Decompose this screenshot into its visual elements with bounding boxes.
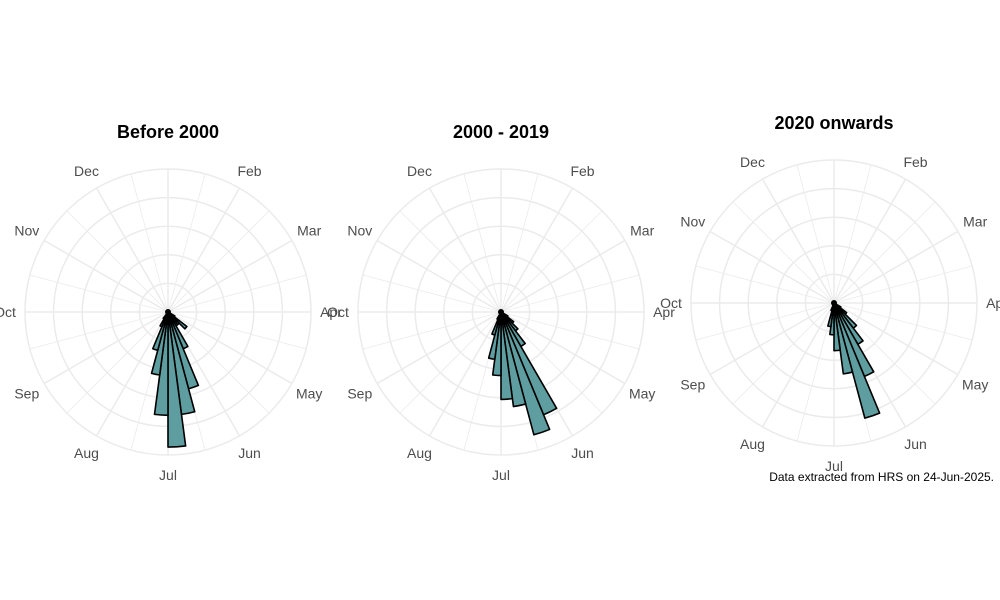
- month-label-feb: Feb: [570, 163, 594, 179]
- grid-spoke: [167, 311, 307, 350]
- grid-spoke: [695, 265, 835, 304]
- rose-bar-week-22: [833, 302, 881, 419]
- grid-spoke: [362, 274, 502, 313]
- grid-spoke: [428, 187, 502, 313]
- month-label-mar: Mar: [630, 223, 654, 239]
- month-label-mar: Mar: [963, 214, 987, 230]
- grid-spoke: [761, 178, 835, 304]
- grid-spoke: [428, 311, 502, 437]
- data-source-caption: Data extracted from HRS on 24-Jun-2025.: [769, 470, 994, 484]
- month-label-aug: Aug: [407, 445, 432, 461]
- month-label-nov: Nov: [347, 223, 372, 239]
- rose-bar-week-24: [833, 302, 842, 352]
- rose-center: [498, 309, 504, 315]
- grid-spoke: [95, 187, 169, 313]
- month-label-feb: Feb: [903, 154, 927, 170]
- grid-spoke: [709, 302, 835, 376]
- month-label-jun: Jun: [238, 445, 261, 461]
- month-label-dec: Dec: [74, 163, 99, 179]
- grid-spoke: [761, 302, 835, 428]
- month-label-apr: Apr: [320, 304, 342, 320]
- month-label-may: May: [629, 386, 655, 402]
- grid-spoke: [500, 187, 574, 313]
- grid-spoke: [833, 302, 959, 376]
- month-label-jun: Jun: [904, 436, 927, 452]
- grid-spoke: [29, 311, 169, 350]
- month-label-may: May: [962, 377, 988, 393]
- grid-spoke: [362, 311, 502, 350]
- grid-spoke: [167, 210, 270, 313]
- grid-spoke: [66, 210, 169, 313]
- panel-title: Before 2000: [117, 122, 219, 142]
- grid-spoke: [709, 230, 835, 304]
- month-label-aug: Aug: [74, 445, 99, 461]
- grid-spoke: [130, 173, 169, 313]
- month-label-apr: Apr: [653, 304, 675, 320]
- grid-spoke: [500, 311, 626, 385]
- grid-spoke: [95, 311, 169, 437]
- rose-bar-week-22: [500, 311, 551, 436]
- month-label-jul: Jul: [825, 458, 843, 474]
- month-label-nov: Nov: [680, 214, 705, 230]
- grid-spoke: [167, 239, 293, 313]
- panel-title: 2000 - 2019: [453, 122, 549, 142]
- month-label-jul: Jul: [159, 467, 177, 483]
- grid-spoke: [167, 173, 206, 313]
- grid-spoke: [833, 164, 872, 304]
- rose-bar-week-24: [500, 311, 514, 401]
- grid-spoke: [167, 274, 307, 313]
- month-label-sep: Sep: [14, 386, 39, 402]
- month-label-sep: Sep: [347, 386, 372, 402]
- month-label-oct: Oct: [660, 295, 682, 311]
- grid-spoke: [376, 239, 502, 313]
- month-label-sep: Sep: [680, 377, 705, 393]
- grid-spoke: [463, 173, 502, 313]
- month-label-aug: Aug: [740, 436, 765, 452]
- grid-spoke: [833, 265, 973, 304]
- rose-panel-before-2000: Before 2000 Dec Feb Mar Apr May Jun Jul Aug Sep Oc…: [0, 122, 342, 483]
- grid-spoke: [833, 201, 936, 304]
- grid-spoke: [29, 274, 169, 313]
- month-label-oct: Oct: [0, 304, 16, 320]
- rose-center: [165, 309, 171, 315]
- month-label-dec: Dec: [407, 163, 432, 179]
- grid-spoke: [500, 173, 539, 313]
- month-label-jun: Jun: [571, 445, 594, 461]
- grid-spoke: [376, 311, 502, 385]
- grid-spoke: [695, 302, 835, 341]
- month-label-mar: Mar: [297, 223, 321, 239]
- month-label-apr: Apr: [986, 295, 1000, 311]
- rose-panel-2000-2019: 2000 - 2019 Dec Feb Mar Apr May Jun Jul Aug Sep Oc…: [327, 122, 675, 483]
- grid-spoke: [500, 274, 640, 313]
- grid-spoke: [732, 302, 835, 405]
- grid-spoke: [833, 230, 959, 304]
- grid-spoke: [167, 311, 293, 385]
- grid-spoke: [399, 311, 502, 414]
- grid-spoke: [399, 210, 502, 313]
- grid-spoke: [500, 239, 626, 313]
- rose-bar-week-23: [500, 311, 527, 408]
- rose-bar-week-24: [167, 311, 187, 448]
- grid-spoke: [732, 201, 835, 304]
- month-label-jul: Jul: [492, 467, 510, 483]
- month-label-oct: Oct: [327, 304, 349, 320]
- panel-title: 2020 onwards: [774, 113, 893, 133]
- grid-spoke: [833, 178, 907, 304]
- rose-panel-2020-onwards: 2020 onwards Dec Feb Mar Apr May Jun Jul Aug Sep O…: [660, 113, 1000, 474]
- rose-center: [831, 300, 837, 306]
- grid-spoke: [66, 311, 169, 414]
- month-label-nov: Nov: [14, 223, 39, 239]
- month-label-may: May: [296, 386, 322, 402]
- rose-bar-week-23: [833, 302, 854, 375]
- grid-spoke: [43, 311, 169, 385]
- month-label-feb: Feb: [237, 163, 261, 179]
- month-label-dec: Dec: [740, 154, 765, 170]
- grid-spoke: [796, 164, 835, 304]
- grid-spoke: [500, 311, 640, 350]
- grid-spoke: [167, 187, 241, 313]
- grid-spoke: [500, 210, 603, 313]
- grid-spoke: [833, 302, 973, 341]
- grid-spoke: [43, 239, 169, 313]
